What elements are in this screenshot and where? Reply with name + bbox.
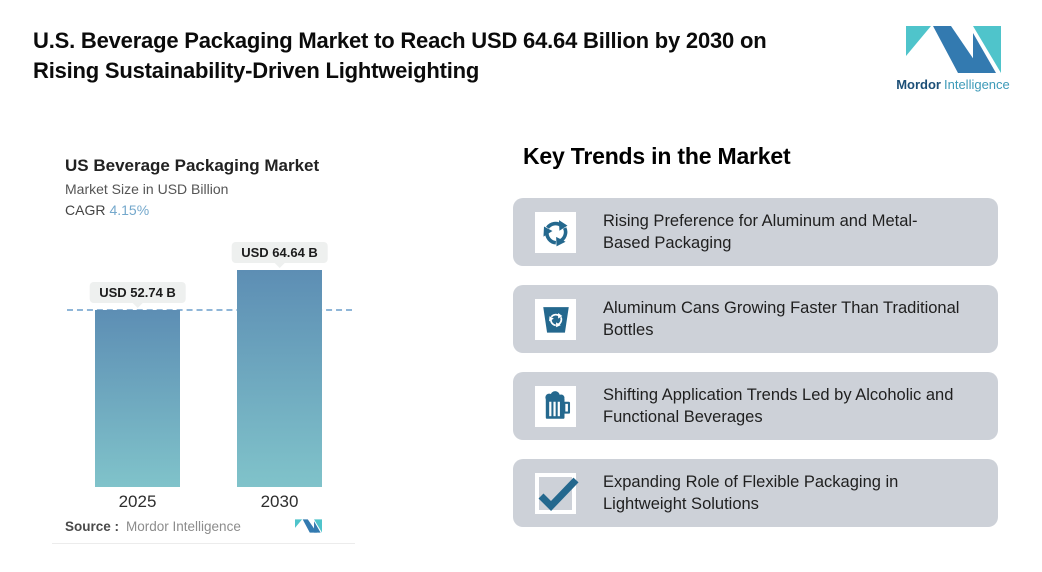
chart-subtitle: Market Size in USD Billion — [65, 181, 229, 197]
page-title: U.S. Beverage Packaging Market to Reach … — [33, 26, 893, 86]
trend-text: Expanding Role of Flexible Packaging in … — [603, 473, 899, 513]
trend-text: Shifting Application Trends Led by Alcoh… — [603, 386, 954, 426]
bar-2030 — [237, 270, 322, 487]
source-logo-mark-icon — [295, 519, 322, 538]
market-size-chart: US Beverage Packaging Market Market Size… — [52, 140, 482, 560]
beer-mug-icon — [535, 385, 576, 427]
mordor-intelligence-logo-mark-icon — [905, 26, 1001, 73]
brand-name-primary: Mordor — [896, 77, 941, 92]
x-axis-label-2025: 2025 — [118, 492, 157, 511]
trend-text: Rising Preference for Aluminum and Metal… — [603, 212, 918, 252]
page-title-line-1: U.S. Beverage Packaging Market to Reach … — [33, 28, 767, 53]
brand-name-secondary: Intelligence — [944, 77, 1010, 92]
trend-card-flexible-packaging: Expanding Role of Flexible Packaging in … — [513, 459, 998, 527]
trend-card-application-trends: Shifting Application Trends Led by Alcoh… — [513, 372, 998, 440]
x-axis-label-2030: 2030 — [260, 492, 299, 511]
trend-text: Aluminum Cans Growing Faster Than Tradit… — [603, 299, 960, 339]
source-label: Source : — [65, 519, 120, 534]
bar-value-label-2025: USD 52.74 B — [89, 282, 186, 308]
trend-card-aluminum-preference: Rising Preference for Aluminum and Metal… — [513, 198, 998, 266]
mordor-intelligence-logo: Mordor Intelligence — [892, 26, 1014, 92]
chart-title: US Beverage Packaging Market — [65, 156, 320, 175]
brand-wordmark: Mordor Intelligence — [896, 77, 1010, 92]
chart-cagr: CAGR 4.15% — [65, 202, 149, 218]
source-row: Source : Mordor Intelligence — [65, 519, 241, 534]
trend-list: Rising Preference for Aluminum and Metal… — [513, 198, 998, 527]
cagr-value: 4.15% — [109, 202, 150, 218]
checkmark-icon — [535, 472, 579, 514]
chart-bottom-divider — [52, 543, 355, 544]
recycle-arrows-icon — [535, 211, 576, 253]
bar-2025 — [95, 310, 180, 487]
reference-dashed-line — [67, 309, 352, 311]
page-title-line-2: Rising Sustainability-Driven Lightweight… — [33, 58, 480, 83]
cagr-label: CAGR — [65, 202, 106, 218]
source-value: Mordor Intelligence — [126, 519, 241, 534]
key-trends-heading: Key Trends in the Market — [523, 143, 791, 169]
recycle-bin-icon — [535, 298, 576, 340]
bar-plot: USD 52.74 B USD 64.64 B — [52, 140, 482, 487]
trend-card-aluminum-cans: Aluminum Cans Growing Faster Than Tradit… — [513, 285, 998, 353]
bar-value-label-2030: USD 64.64 B — [231, 242, 328, 268]
